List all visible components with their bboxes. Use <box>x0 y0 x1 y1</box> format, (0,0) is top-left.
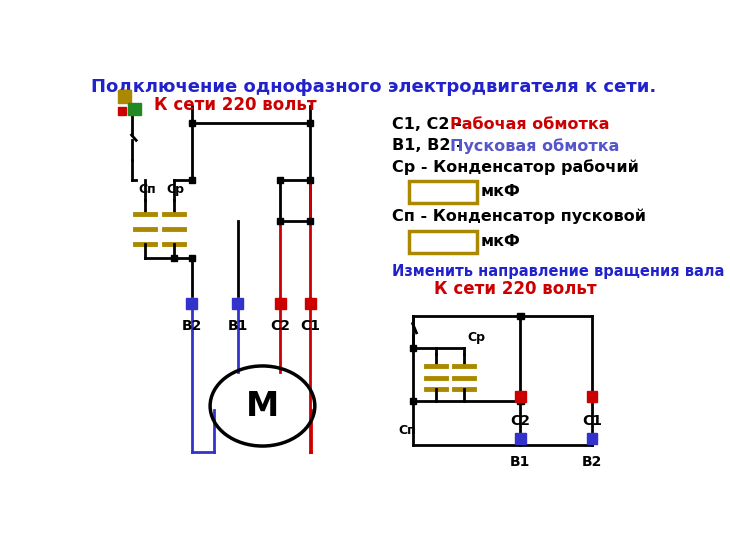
Bar <box>518 313 523 319</box>
Bar <box>409 231 477 253</box>
Text: Сп: Сп <box>399 424 417 437</box>
Text: B1: B1 <box>228 319 248 333</box>
Text: Сп: Сп <box>138 183 155 196</box>
Bar <box>188 178 195 184</box>
Text: В1, В2 -: В1, В2 - <box>392 138 468 153</box>
Bar <box>409 181 477 203</box>
Bar <box>274 298 285 309</box>
Bar <box>307 218 313 224</box>
Text: мкФ: мкФ <box>480 235 520 250</box>
Text: Ср - Конденсатор рабочий: Ср - Конденсатор рабочий <box>392 159 639 175</box>
Bar <box>587 433 597 444</box>
Text: M: M <box>246 390 279 422</box>
Text: К сети 220 вольт: К сети 220 вольт <box>434 281 597 298</box>
Bar <box>307 178 313 184</box>
Text: Сп - Конденсатор пусковой: Сп - Конденсатор пусковой <box>392 209 646 225</box>
Text: С1, С2 -: С1, С2 - <box>392 117 467 132</box>
Text: Ср: Ср <box>467 332 485 344</box>
Bar <box>307 120 313 126</box>
Bar <box>305 298 315 309</box>
Bar <box>186 298 197 309</box>
Text: B2: B2 <box>182 319 201 333</box>
Bar <box>277 178 283 184</box>
Text: К сети 220 вольт: К сети 220 вольт <box>154 96 317 114</box>
Bar <box>410 345 415 351</box>
Bar <box>188 255 195 261</box>
Text: Подключение однофазного электродвигателя к сети.: Подключение однофазного электродвигателя… <box>91 78 657 96</box>
Text: C2: C2 <box>270 319 291 333</box>
Bar <box>518 398 523 404</box>
Text: B1: B1 <box>510 455 531 469</box>
Bar <box>188 120 195 126</box>
Bar <box>277 218 283 224</box>
Text: Рабочая обмотка: Рабочая обмотка <box>450 117 610 132</box>
Text: B2: B2 <box>582 455 602 469</box>
Text: C1: C1 <box>300 319 320 333</box>
Text: мкФ: мкФ <box>480 184 520 199</box>
Text: Пусковая обмотка: Пусковая обмотка <box>450 138 620 154</box>
Text: C1: C1 <box>582 414 602 428</box>
Text: C2: C2 <box>510 414 531 428</box>
Text: Изменить направление вращения вала: Изменить направление вращения вала <box>392 264 724 278</box>
Bar <box>118 90 131 102</box>
Bar <box>171 255 177 261</box>
Bar <box>515 433 526 444</box>
Bar <box>118 107 126 115</box>
Bar <box>128 102 141 115</box>
Text: Ср: Ср <box>166 183 185 196</box>
Bar <box>515 391 526 402</box>
Bar <box>587 391 597 402</box>
Bar <box>232 298 243 309</box>
Bar <box>410 398 415 404</box>
